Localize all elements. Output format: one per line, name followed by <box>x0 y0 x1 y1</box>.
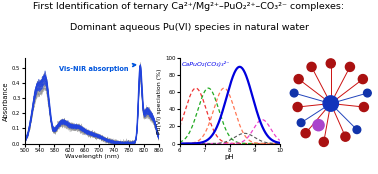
Text: First Identification of ternary Ca²⁺/Mg²⁺–PuO₂²⁺–CO₃²⁻ complexes:: First Identification of ternary Ca²⁺/Mg²… <box>33 2 345 11</box>
Circle shape <box>358 75 367 84</box>
Circle shape <box>359 102 369 112</box>
Text: Dominant aqueous Pu(VI) species in natural water: Dominant aqueous Pu(VI) species in natur… <box>70 23 308 32</box>
Circle shape <box>326 59 335 68</box>
Circle shape <box>353 126 361 133</box>
Y-axis label: Pu(VI) speciation (%): Pu(VI) speciation (%) <box>157 68 162 134</box>
Circle shape <box>307 62 316 72</box>
Circle shape <box>297 119 305 126</box>
Circle shape <box>364 89 371 97</box>
Text: Vis-NIR absorption: Vis-NIR absorption <box>59 64 135 72</box>
Circle shape <box>323 96 338 111</box>
Circle shape <box>319 137 328 147</box>
Y-axis label: Absorbance: Absorbance <box>3 81 9 121</box>
Circle shape <box>341 132 350 141</box>
Circle shape <box>294 75 303 84</box>
X-axis label: pH: pH <box>225 154 234 160</box>
X-axis label: Wavelength (nm): Wavelength (nm) <box>65 154 119 159</box>
Circle shape <box>345 62 355 72</box>
Text: CaPuO₂(CO₃)₃²⁻: CaPuO₂(CO₃)₃²⁻ <box>182 61 231 67</box>
Circle shape <box>313 120 324 131</box>
Circle shape <box>293 102 302 112</box>
Circle shape <box>301 129 310 138</box>
Circle shape <box>290 89 298 97</box>
